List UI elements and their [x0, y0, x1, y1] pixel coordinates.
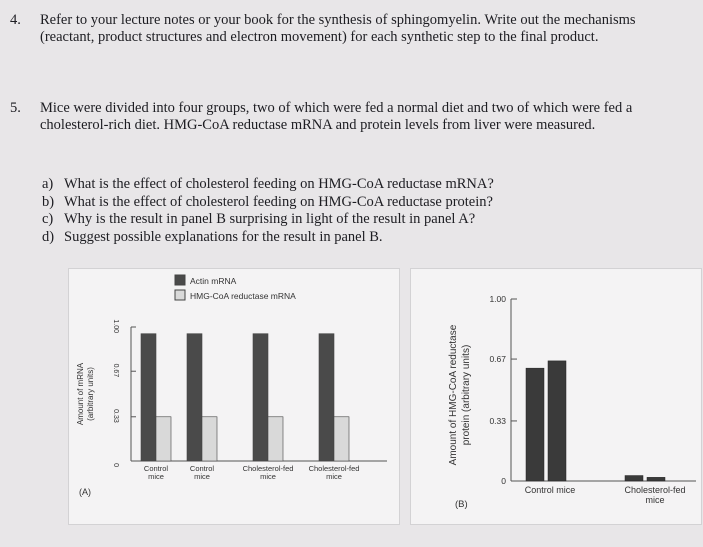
category-label: Cholesterol-fed	[309, 464, 360, 473]
bar-protein	[646, 477, 666, 482]
category-label: mice	[645, 495, 664, 505]
question-5: 5. Mice were divided into four groups, t…	[10, 100, 690, 134]
panel-b-figure: 0 0.33 0.67 1.00 Amount of HMG-CoA reductase…	[410, 268, 702, 525]
bar-protein	[624, 475, 644, 482]
question-4-number: 4.	[10, 12, 21, 28]
bar-actin	[140, 333, 157, 462]
y-tick-label: 0.67	[489, 354, 506, 364]
question-5-number: 5.	[10, 100, 21, 116]
panel-label-a: (A)	[79, 487, 91, 497]
bar-protein	[547, 360, 567, 482]
category-label: Control mice	[525, 485, 576, 495]
category-label: Cholesterol-fed	[624, 485, 685, 495]
legend-swatch-hmgcoa	[174, 289, 186, 301]
y-tick-label: 0	[112, 463, 119, 467]
panel-a-figure: 0 0.33 0.67 1.00 Amount of mRNA (arbitrary un…	[68, 268, 400, 525]
y-axis-label: Amount of HMG-CoA reductase	[448, 324, 459, 465]
category-label: mice	[260, 472, 276, 481]
category-label: Cholesterol-fed	[243, 464, 294, 473]
y-tick-label: 0.33	[489, 416, 506, 426]
category-label: Control	[144, 464, 169, 473]
legend-swatch-actin	[174, 274, 186, 286]
panel-label-b: (B)	[455, 499, 468, 510]
bar-hmgcoa	[267, 416, 284, 462]
protein-bar-chart: 0 0.33 0.67 1.00 Amount of HMG-CoA reductase…	[448, 294, 696, 510]
bar-actin	[252, 333, 269, 462]
bar-hmgcoa	[155, 416, 172, 462]
subquestion-c: c) Why is the result in panel B surprisin…	[42, 211, 476, 227]
bar-actin	[318, 333, 335, 462]
y-axis-label-units: (arbitrary units)	[86, 367, 95, 421]
subquestion-d: d) Suggest possible explanations for the …	[42, 228, 383, 245]
question-5-text: Mice were divided into four groups, two …	[40, 100, 633, 133]
y-tick-label: 0.33	[112, 409, 119, 423]
bar-protein	[525, 367, 545, 482]
category-label: mice	[194, 472, 210, 481]
y-tick-label: 1.00	[489, 294, 506, 304]
y-tick-label: 0	[501, 476, 506, 486]
y-axis-label: Amount of mRNA	[76, 362, 85, 425]
subquestion-b: b) What is the effect of cholesterol feed…	[42, 193, 493, 210]
legend-label-actin: Actin mRNA	[190, 276, 237, 286]
bar-hmgcoa	[333, 416, 350, 462]
legend-label-hmgcoa: HMG-CoA reductase mRNA	[190, 291, 296, 301]
question-4: 4. Refer to your lecture notes or your b…	[10, 12, 690, 46]
category-label: mice	[148, 472, 164, 481]
y-tick-label: 1.00	[112, 319, 119, 333]
y-axis-label-units: protein (arbitrary units)	[461, 345, 472, 446]
category-label: Control	[190, 464, 215, 473]
category-label: mice	[326, 472, 342, 481]
bar-hmgcoa	[201, 416, 218, 462]
y-tick-label: 0.67	[112, 364, 119, 378]
subquestion-a: a) What is the effect of cholesterol feed…	[42, 176, 494, 192]
bar-actin	[186, 333, 203, 462]
question-4-text: Refer to your lecture notes or your book…	[40, 12, 636, 45]
mrna-bar-chart: 0 0.33 0.67 1.00 Amount of mRNA (arbitrary un…	[76, 274, 387, 497]
subquestion-list: a) What is the effect of cholesterol feed…	[42, 176, 494, 246]
